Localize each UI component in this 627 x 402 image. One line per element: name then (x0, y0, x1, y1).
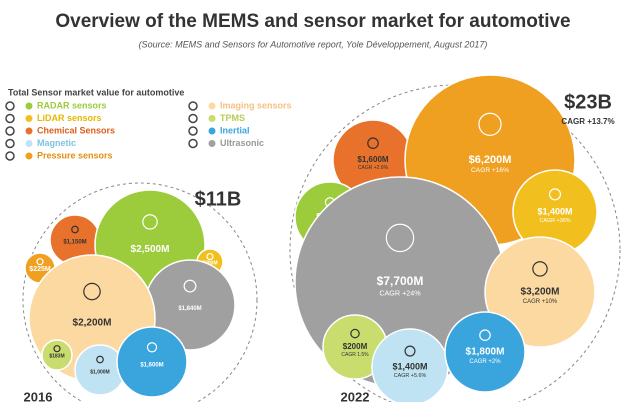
bubble-value: $1,600M (140, 362, 163, 368)
bubble-cagr: CAGR +10% (523, 299, 558, 305)
legend-swatch (25, 102, 33, 110)
panel-total: $11B (195, 188, 242, 210)
legend-label: Chemical Sensors (37, 125, 115, 135)
legend-swatch (208, 102, 216, 110)
legend-swatch (208, 127, 216, 135)
bubble-icon (479, 329, 491, 341)
legend-icon (188, 113, 198, 124)
legend-icon (5, 113, 15, 124)
bubble-icon (142, 214, 158, 230)
bubble-icon (53, 345, 61, 353)
bubble (41, 339, 73, 371)
bubble-cagr: CAGR 1.5% (341, 352, 369, 358)
bubble-value: $1,400M (392, 361, 427, 371)
bubble-value: $183M (49, 354, 64, 360)
legend-label: Ultrasonic (220, 138, 264, 148)
bubble-icon (96, 355, 104, 364)
panel-outline (22, 182, 258, 402)
panel-year: 2016 (24, 389, 53, 402)
panel-year: 2022 (341, 389, 370, 402)
bubble-value: $7,700M (377, 274, 424, 288)
legend-icon (5, 101, 15, 111)
legend-label: RADAR sensors (37, 100, 107, 110)
legend-icon (188, 126, 198, 136)
bubble-icon (206, 252, 214, 261)
bubble-value: $2,200M (73, 318, 112, 329)
legend-swatch (25, 152, 33, 160)
bubble (444, 311, 526, 393)
bubble-cagr: CAGR +24% (379, 288, 421, 297)
bubble (116, 326, 188, 398)
bubble-value: $1,600M (357, 155, 388, 164)
bubble-value: $1,840M (178, 306, 201, 312)
bubble-icon (146, 342, 158, 353)
bubble (484, 236, 596, 348)
title: Overview of the MEMS and sensor market f… (55, 11, 570, 32)
bubble-value: $1,000M (90, 369, 109, 375)
legend-swatch (25, 127, 33, 135)
bubble-cagr: CAGR +2% (469, 359, 501, 365)
bubble-cagr: CAGR +16% (471, 167, 509, 174)
bubble-icon (36, 258, 44, 266)
bubble-icon (83, 282, 101, 301)
legend-icon (5, 138, 15, 149)
bubble-icon (548, 188, 562, 201)
legend-label: Imaging sensors (220, 100, 292, 110)
bubble-value: $3,200M (521, 287, 560, 298)
bubble-value: $200M (343, 342, 368, 351)
legend-swatch (208, 140, 216, 147)
bubble-icon (385, 223, 415, 253)
bubble-cagr: CAGR +36% (539, 218, 570, 224)
legend-icon (5, 126, 15, 136)
panel-total: $23B (564, 91, 612, 113)
bubble-icon (532, 261, 548, 277)
bubble-icon (350, 328, 360, 339)
bubble-value: $225M (29, 266, 51, 273)
legend-icon (188, 101, 198, 111)
legend-swatch (25, 115, 33, 122)
bubble-value: $1,150M (63, 240, 86, 246)
bubble-icon (183, 279, 197, 293)
legend-swatch (25, 140, 33, 147)
legend-title: Total Sensor market value for automotive (8, 87, 184, 97)
legend-label: TPMS (220, 113, 245, 123)
panel-outline (289, 84, 621, 402)
legend-icon (188, 138, 198, 149)
subtitle: (Source: MEMS and Sensors for Automotive… (139, 39, 488, 49)
bubble-icon (478, 112, 502, 136)
panel-cagr: CAGR +13.7% (561, 117, 614, 126)
bubble-value: $300M (202, 260, 217, 266)
bubble-value: $2,500M (131, 244, 170, 255)
legend-label: Inertial (220, 125, 250, 135)
legend-label: Magnetic (37, 138, 76, 148)
legend-label: LiDAR sensors (37, 113, 102, 123)
bubble-icon (367, 137, 379, 149)
bubble-cagr: CAGR +5.6% (394, 373, 427, 379)
bubble-value: $1,400M (537, 206, 572, 216)
bubble-value: $6,200M (469, 154, 512, 166)
legend-label: Pressure sensors (37, 150, 113, 160)
bubble-icon (404, 345, 416, 357)
legend-swatch (208, 115, 216, 122)
bubble-value: $1,800M (466, 347, 505, 358)
bubble-cagr: CAGR +2.6% (358, 165, 389, 171)
legend-icon (5, 151, 15, 161)
bubble-icon (71, 225, 79, 234)
